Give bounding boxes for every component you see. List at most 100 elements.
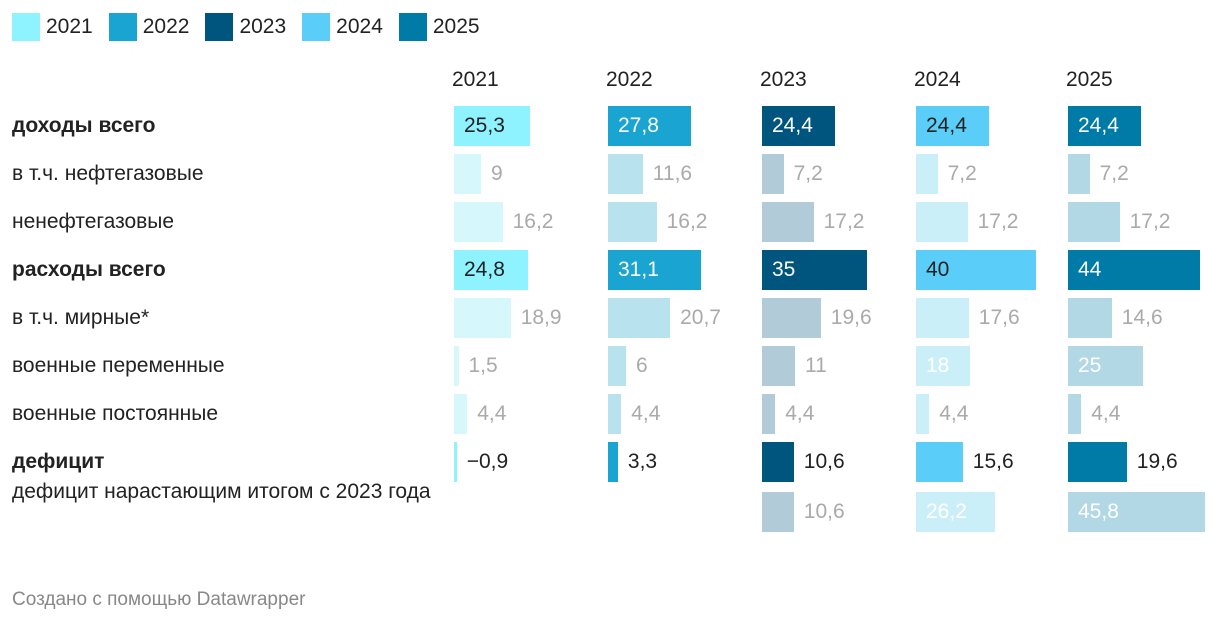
column-header-2021: 2021 [452,68,499,91]
value-label: 4,4 [1091,402,1121,425]
bar [762,394,776,434]
bar [1068,202,1120,242]
value-label: 25,3 [464,114,505,137]
column-header-2024: 2024 [914,68,961,91]
column-header-2025: 2025 [1066,68,1113,91]
bar [762,154,784,194]
value-label: 11,6 [652,162,693,185]
column-header-2023: 2023 [760,68,807,91]
bar [916,202,968,242]
row-label: военные постоянные [12,402,219,425]
bar [454,154,481,194]
legend-label: 2025 [432,15,480,38]
column-header-2022: 2022 [606,68,653,91]
bar [916,154,938,194]
bar [916,346,970,386]
bar [762,250,867,290]
bar [1068,106,1142,146]
legend-item-2021: 2021 [12,13,93,41]
bar [608,346,626,386]
legend-label: 2023 [239,15,287,38]
bar [454,394,468,434]
bar [1068,298,1112,338]
value-label: 16,2 [512,210,554,233]
value-label: 3,3 [627,450,658,473]
value-label: 10,6 [803,450,845,473]
value-label: 6 [636,354,648,377]
value-label: 11 [805,354,827,377]
legend-label: 2021 [46,15,93,38]
value-label: 18,9 [520,306,562,329]
value-label: 25 [1078,354,1102,377]
value-label: 7,2 [793,162,823,185]
value-label: 7,2 [1099,162,1129,185]
row-label: дефицит [12,450,105,473]
bar [1068,442,1127,482]
bar [1068,250,1200,290]
row-label: в т.ч. мирные* [12,306,150,329]
row-label: расходы всего [12,258,166,281]
value-label: 7,2 [947,162,977,185]
bar [916,298,969,338]
value-label: 4,4 [785,402,815,425]
value-label: 17,2 [977,210,1019,233]
bar [916,394,930,434]
bar [762,492,794,532]
bar [762,202,814,242]
value-label: 35 [772,258,796,281]
bar [916,492,995,532]
row-label: военные переменные [12,354,225,377]
legend-item-2023: 2023 [205,13,286,41]
value-label: 31,1 [618,258,659,281]
bar [916,250,1036,290]
value-label: 20,7 [680,306,721,329]
value-label: 45,8 [1078,500,1119,523]
value-label: 44 [1078,258,1102,281]
value-label: 14,6 [1121,306,1163,329]
legend-item-2025: 2025 [398,13,480,41]
footer-credit: Создано с помощью Datawrapper [12,589,306,610]
bar [608,106,692,146]
bar [608,298,671,338]
bar [608,394,622,434]
value-label: 24,4 [1078,114,1119,137]
legend-label: 2024 [336,15,383,38]
row-label: ненефтегазовые [12,210,175,233]
value-label: 4,4 [939,402,969,425]
value-label: 10,6 [803,500,845,523]
value-label: 16,2 [666,210,708,233]
bar [608,442,618,482]
bar [762,442,794,482]
bar [762,106,836,146]
chart-table: 2021 2022 2023 2024 2025 доходы всего 25,3 27,8… [12,68,1206,532]
legend-swatch [108,13,137,41]
legend-swatch [12,13,40,41]
value-label: 18 [926,354,950,377]
value-label: 24,4 [926,114,967,137]
value-label: 24,8 [464,258,505,281]
value-label: 1,5 [468,354,498,377]
bar [608,202,657,242]
value-label: 4,4 [477,402,507,425]
bar [608,250,702,290]
value-label: 4,4 [631,402,661,425]
bar [454,298,511,338]
value-label: 17,2 [1129,210,1171,233]
legend-swatch [205,13,234,41]
bar [1068,154,1090,194]
value-label: 19,6 [1136,450,1178,473]
row-label: доходы всего [12,114,156,137]
bar [1068,492,1206,532]
legend-swatch [398,13,427,41]
legend: 2021 2022 2023 2024 2025 [12,12,496,42]
value-label: −0,9 [466,450,509,473]
legend-label: 2022 [142,15,190,38]
value-label: 19,6 [830,306,872,329]
value-label: 17,2 [823,210,865,233]
value-label: 26,2 [926,500,967,523]
bar [1068,394,1082,434]
bar [608,154,643,194]
value-label: 40 [926,258,950,281]
bar [1068,346,1143,386]
legend-item-2024: 2024 [302,13,383,41]
